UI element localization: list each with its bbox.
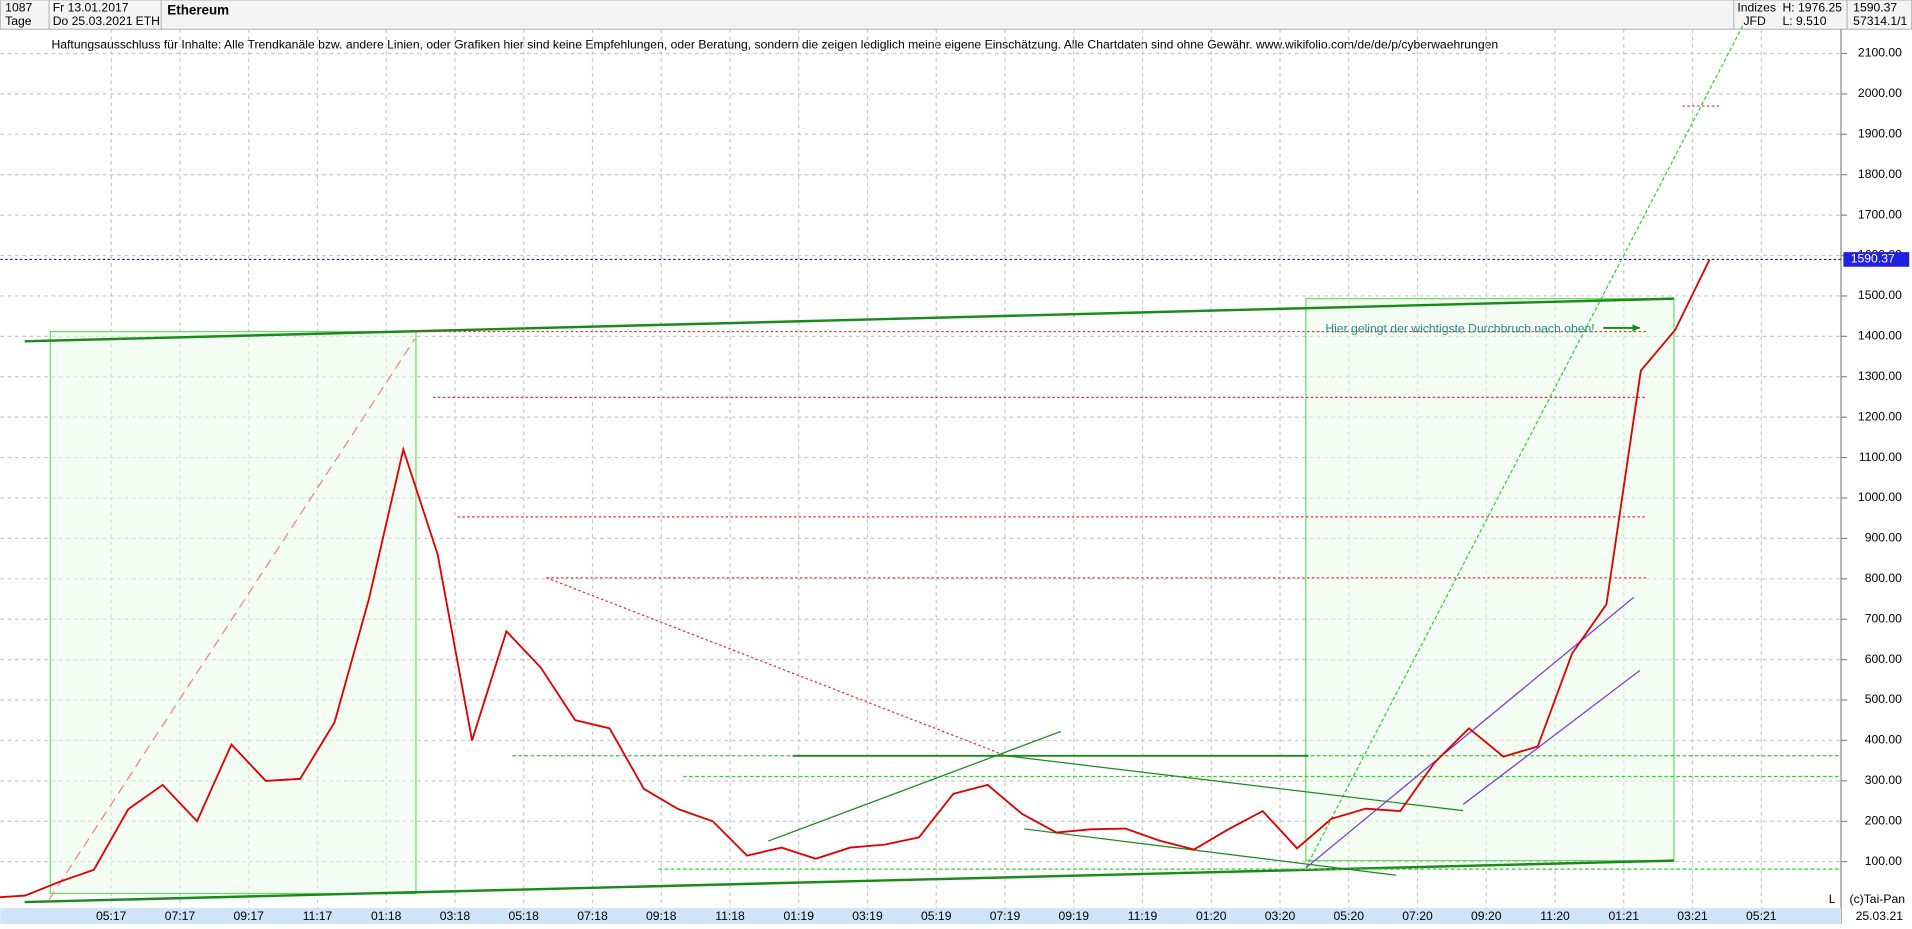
trend-line <box>768 730 1062 842</box>
x-tick-label: 07:20 <box>1402 909 1433 923</box>
range-box <box>49 330 417 895</box>
y-tick-label: 600.00 <box>1865 652 1902 666</box>
y-tick-label: 1200.00 <box>1858 409 1902 423</box>
y-tick-label: 500.00 <box>1865 692 1902 706</box>
x-tick-label: 05:18 <box>509 909 540 923</box>
y-tick-label: 400.00 <box>1865 733 1902 747</box>
x-tick-label: 01:18 <box>371 909 402 923</box>
x-tick-label: 07:19 <box>990 909 1021 923</box>
x-tick-label: 09:18 <box>646 909 677 923</box>
symbol: ETH <box>136 14 160 28</box>
trend-line <box>24 859 1675 904</box>
high: H: 1976.25 <box>1782 1 1842 15</box>
y-tick-label: 700.00 <box>1865 611 1902 625</box>
annotation: Hier gelingt der wichtigste Durchbruch n… <box>1325 321 1594 335</box>
drawings: Hier gelingt der wichtigste Durchbruch n… <box>24 24 1841 904</box>
instrument-name: Ethereum <box>167 3 229 18</box>
y-tick-label: 800.00 <box>1865 571 1902 585</box>
volume: 57314.1/1 <box>1853 14 1907 28</box>
x-axis-band <box>0 908 1841 924</box>
level <box>546 577 1007 757</box>
trend-line <box>24 297 1675 343</box>
x-tick-label: 07:17 <box>165 909 196 923</box>
trend-line <box>48 338 416 900</box>
y-tick-label: 1900.00 <box>1858 127 1902 141</box>
x-tick-label: 05:17 <box>96 909 127 923</box>
y-tick-label: 900.00 <box>1865 531 1902 545</box>
x-tick-label: 05:21 <box>1746 909 1777 923</box>
channel <box>1462 669 1641 806</box>
y-tick-label: 1300.00 <box>1858 369 1902 383</box>
from-date[interactable]: Fr 13.01.2017 <box>53 1 129 15</box>
y-tick-label: 200.00 <box>1865 813 1902 827</box>
x-tick-label: 11:20 <box>1540 909 1570 923</box>
y-tick-label: 1100.00 <box>1859 450 1902 464</box>
y-tick-label: 1800.00 <box>1858 167 1902 181</box>
scale-mode: L <box>1829 892 1836 906</box>
y-tick-label: 100.00 <box>1865 854 1902 868</box>
last: 1590.37 <box>1853 1 1897 15</box>
last-price-label: 1590.37 <box>1851 252 1895 266</box>
x-tick-label: 11:18 <box>715 909 745 923</box>
x-tick-label: 09:19 <box>1059 909 1090 923</box>
disclaimer: Haftungsausschluss für Inhalte: Alle Tre… <box>52 37 1499 51</box>
header-bar <box>0 0 1912 30</box>
levels <box>414 105 1720 757</box>
range-box <box>1305 298 1675 862</box>
x-tick-label: 11:19 <box>1128 909 1158 923</box>
date-label: 25.03.21 <box>1856 909 1904 923</box>
x-tick-label: 01:20 <box>1196 909 1227 923</box>
y-tick-label: 1000.00 <box>1858 490 1902 504</box>
y-tick-label: 1700.00 <box>1858 207 1902 221</box>
y-tick-label: 2000.00 <box>1858 86 1902 100</box>
to-date[interactable]: Do 25.03.2021 <box>53 14 133 28</box>
last-price-box <box>1843 252 1910 267</box>
x-tick-label: 07:18 <box>577 909 608 923</box>
x-tick-label: 01:21 <box>1609 909 1640 923</box>
y-tick-label: 300.00 <box>1865 773 1902 787</box>
x-tick-label: 01:19 <box>784 909 815 923</box>
x-tick-label: 05:20 <box>1334 909 1365 923</box>
y-tick-label: 1400.00 <box>1858 329 1902 343</box>
y-tick-label: 2100.00 <box>1858 46 1902 60</box>
x-tick-label: 09:17 <box>234 909 265 923</box>
period[interactable]: Tage <box>5 14 32 28</box>
x-tick-label: 03:20 <box>1265 909 1296 923</box>
x-tick-label: 03:18 <box>440 909 471 923</box>
x-tick-label: 11:17 <box>303 909 333 923</box>
market: Indizes <box>1737 1 1776 15</box>
x-tick-label: 09:20 <box>1471 909 1502 923</box>
trend-line <box>1024 828 1397 876</box>
x-tick-label: 03:19 <box>852 909 883 923</box>
x-tick-label: 05:19 <box>921 909 952 923</box>
copyright: (c)Tai-Pan <box>1850 892 1905 906</box>
x-tick-label: 03:21 <box>1677 909 1708 923</box>
low: L: 9.510 <box>1782 14 1826 28</box>
y-tick-label: 1500.00 <box>1858 288 1902 302</box>
arrow-head <box>1632 324 1640 332</box>
count[interactable]: 1087 <box>5 1 32 15</box>
price-line <box>0 259 1711 899</box>
source: JFD <box>1743 14 1766 28</box>
